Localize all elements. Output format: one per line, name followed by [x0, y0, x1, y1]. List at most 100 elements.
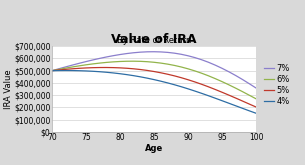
6%: [254, 98, 258, 100]
4%: [166, 82, 170, 84]
5%: [220, 91, 224, 93]
6%: [207, 75, 210, 77]
4%: [138, 76, 142, 78]
7%: [193, 57, 197, 59]
7%: [64, 66, 67, 68]
7%: [200, 59, 203, 61]
4%: [214, 97, 217, 99]
Text: By Rate of Return: By Rate of Return: [117, 36, 191, 45]
7%: [254, 87, 258, 89]
7%: [77, 62, 81, 64]
4%: [125, 74, 129, 76]
5%: [152, 70, 156, 72]
7%: [227, 71, 231, 73]
7%: [98, 57, 101, 59]
5%: [179, 77, 183, 79]
4%: [98, 71, 101, 73]
5%: [118, 67, 122, 69]
4%: [159, 80, 163, 82]
6%: [70, 66, 74, 68]
4%: [77, 70, 81, 72]
6%: [145, 61, 149, 63]
5%: [254, 106, 258, 108]
6%: [200, 72, 203, 74]
7%: [214, 64, 217, 66]
4%: [193, 90, 197, 92]
6%: [64, 67, 67, 69]
Line: 5%: 5%: [52, 67, 256, 107]
7%: [138, 51, 142, 53]
6%: [152, 61, 156, 63]
6%: [186, 68, 190, 70]
4%: [173, 84, 176, 86]
5%: [91, 67, 95, 69]
Y-axis label: IRA Value: IRA Value: [4, 69, 13, 109]
6%: [179, 66, 183, 68]
6%: [193, 70, 197, 72]
5%: [214, 89, 217, 91]
5%: [57, 69, 60, 71]
6%: [138, 60, 142, 62]
6%: [227, 84, 231, 86]
4%: [70, 70, 74, 72]
5%: [84, 67, 88, 69]
7%: [105, 56, 108, 58]
6%: [132, 60, 135, 62]
4%: [248, 110, 251, 112]
7%: [173, 52, 176, 54]
4%: [105, 71, 108, 73]
5%: [241, 100, 244, 102]
7%: [111, 55, 115, 57]
5%: [125, 67, 129, 69]
X-axis label: Age: Age: [145, 144, 163, 153]
4%: [64, 70, 67, 72]
6%: [98, 62, 101, 64]
6%: [214, 78, 217, 80]
6%: [118, 61, 122, 63]
4%: [234, 105, 238, 107]
7%: [179, 53, 183, 55]
5%: [186, 79, 190, 81]
Line: 4%: 4%: [52, 71, 256, 113]
7%: [220, 67, 224, 69]
5%: [166, 73, 170, 75]
5%: [64, 68, 67, 70]
7%: [145, 51, 149, 53]
4%: [207, 95, 210, 97]
4%: [179, 86, 183, 88]
6%: [248, 94, 251, 96]
4%: [111, 72, 115, 74]
7%: [159, 51, 163, 53]
5%: [50, 70, 54, 72]
Line: 6%: 6%: [52, 61, 256, 99]
4%: [227, 102, 231, 104]
7%: [57, 68, 60, 70]
7%: [207, 61, 210, 63]
7%: [118, 54, 122, 56]
6%: [234, 87, 238, 89]
4%: [84, 70, 88, 72]
6%: [77, 65, 81, 67]
7%: [241, 79, 244, 81]
6%: [173, 65, 176, 66]
6%: [111, 61, 115, 63]
4%: [132, 75, 135, 77]
6%: [105, 61, 108, 63]
7%: [248, 83, 251, 85]
4%: [118, 73, 122, 75]
5%: [234, 97, 238, 99]
6%: [57, 68, 60, 70]
5%: [173, 75, 176, 77]
7%: [50, 70, 54, 72]
6%: [84, 64, 88, 66]
5%: [193, 81, 197, 83]
Legend: 7%, 6%, 5%, 4%: 7%, 6%, 5%, 4%: [262, 62, 292, 108]
Line: 7%: 7%: [52, 52, 256, 88]
5%: [145, 69, 149, 71]
4%: [91, 70, 95, 72]
4%: [57, 70, 60, 72]
7%: [91, 59, 95, 61]
7%: [186, 55, 190, 57]
5%: [77, 67, 81, 69]
7%: [125, 53, 129, 55]
